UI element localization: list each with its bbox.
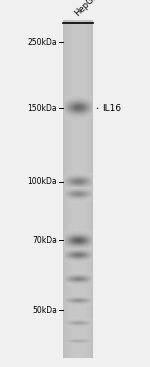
- Text: 50kDa: 50kDa: [32, 306, 57, 315]
- Text: 250kDa: 250kDa: [27, 38, 57, 47]
- Text: HepG2: HepG2: [73, 0, 100, 18]
- Text: 100kDa: 100kDa: [27, 177, 57, 186]
- Text: 70kDa: 70kDa: [32, 236, 57, 245]
- Text: IL16: IL16: [102, 104, 121, 113]
- Text: 150kDa: 150kDa: [27, 104, 57, 113]
